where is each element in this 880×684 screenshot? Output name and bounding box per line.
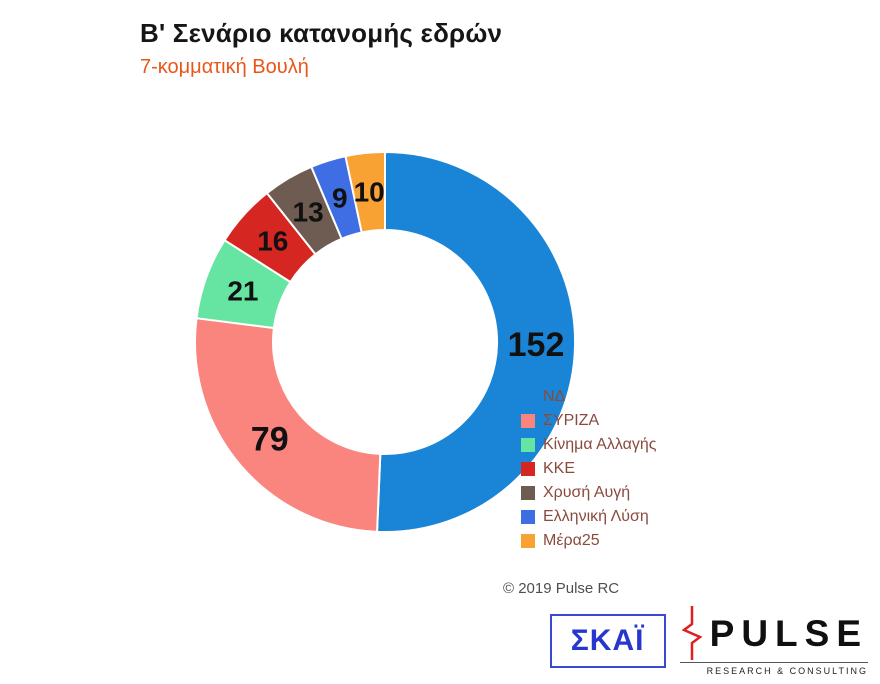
legend-label: Κίνημα Αλλαγής [543, 435, 657, 453]
legend-item-5: Ελληνική Λύση [521, 506, 656, 527]
legend-marker [521, 533, 535, 548]
legend-marker [521, 390, 535, 404]
legend-label: ΝΔ [543, 387, 566, 405]
logos-row: ΣΚΑΪ PULSE RESEARCH & CONSULTING [549, 606, 868, 676]
legend-label: Χρυσή Αυγή [543, 483, 631, 501]
slice-value-label: 10 [354, 176, 385, 207]
slice-value-label: 16 [257, 226, 288, 257]
legend-label: ΣΥΡΙΖΑ [543, 411, 600, 429]
skai-logo-text: ΣΚΑΪ [570, 624, 645, 657]
skai-logo: ΣΚΑΪ [549, 614, 666, 668]
legend-label: Μέρα25 [543, 531, 600, 549]
pulse-logo: PULSE RESEARCH & CONSULTING [679, 606, 868, 676]
slice-value-label: 13 [293, 197, 324, 228]
legend-marker [521, 437, 535, 452]
slice-value-label: 79 [251, 421, 289, 459]
legend-marker [521, 461, 535, 476]
legend-label: ΚΚΕ [543, 459, 576, 477]
legend-item-2: Κίνημα Αλλαγής [521, 434, 656, 455]
slice-value-label: 152 [508, 326, 565, 364]
chart-subtitle: 7-κομματική Βουλή [140, 56, 309, 78]
donut-slice-0 [375, 150, 577, 533]
legend-marker [521, 509, 535, 524]
donut-slice-6 [344, 150, 386, 234]
legend-marker [521, 413, 535, 428]
donut-slice-1 [194, 317, 382, 533]
legend-marker [521, 485, 535, 500]
pulse-logo-text: PULSE [709, 612, 868, 654]
legend-item-0: ΝΔ [521, 386, 656, 407]
legend-item-4: Χρυσή Αυγή [521, 482, 656, 503]
copyright-text: © 2019 Pulse RC [503, 580, 620, 597]
chart-title: Β' Σενάριο κατανομής εδρών [140, 18, 503, 48]
pulse-logo-subtext: RESEARCH & CONSULTING [679, 662, 868, 676]
slice-value-label: 21 [227, 275, 258, 306]
slice-value-label: 9 [332, 182, 348, 213]
legend-item-6: Μέρα25 [521, 530, 656, 551]
pulse-waveform-icon [681, 606, 703, 660]
legend-item-3: ΚΚΕ [521, 458, 656, 479]
legend-label: Ελληνική Λύση [543, 507, 649, 525]
legend-item-1: ΣΥΡΙΖΑ [521, 410, 656, 431]
chart-legend: ΝΔ ΣΥΡΙΖΑ Κίνημα Αλλαγής ΚΚΕ Χρυσή Αυγή Ελλην… [521, 386, 656, 551]
